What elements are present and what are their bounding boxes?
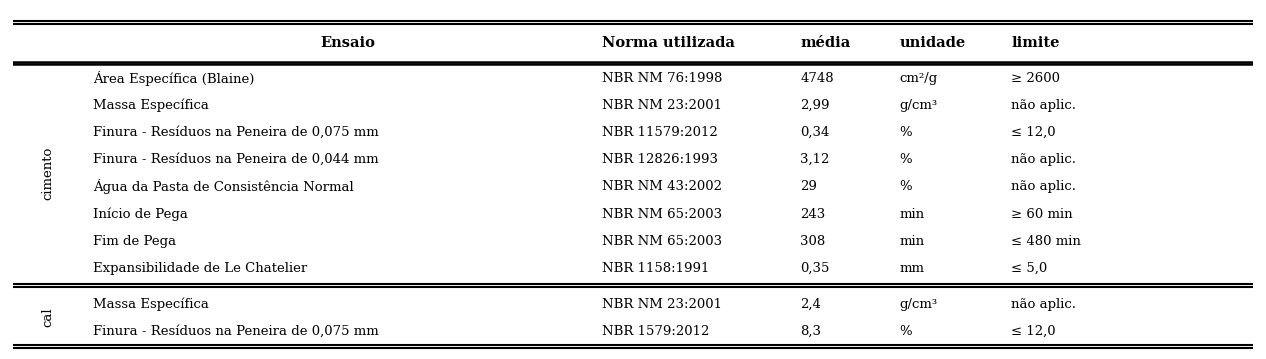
Text: não aplic.: não aplic. (1012, 99, 1076, 112)
Text: %: % (900, 153, 913, 166)
Text: Finura - Resíduos na Peneira de 0,044 mm: Finura - Resíduos na Peneira de 0,044 mm (94, 153, 379, 166)
Text: %: % (900, 180, 913, 194)
Text: NBR NM 65:2003: NBR NM 65:2003 (601, 235, 722, 248)
Text: não aplic.: não aplic. (1012, 180, 1076, 194)
Text: Massa Específica: Massa Específica (94, 98, 209, 112)
Text: Início de Pega: Início de Pega (94, 207, 189, 221)
Text: NBR 12826:1993: NBR 12826:1993 (601, 153, 718, 166)
Text: min: min (900, 235, 925, 248)
Text: g/cm³: g/cm³ (900, 298, 938, 311)
Text: NBR NM 76:1998: NBR NM 76:1998 (601, 71, 723, 85)
Text: 0,35: 0,35 (800, 262, 830, 275)
Text: %: % (900, 126, 913, 139)
Text: 29: 29 (800, 180, 818, 194)
Text: 308: 308 (800, 235, 825, 248)
Text: NBR 11579:2012: NBR 11579:2012 (601, 126, 718, 139)
Text: 2,4: 2,4 (800, 298, 822, 311)
Text: min: min (900, 208, 925, 220)
Text: unidade: unidade (900, 36, 966, 50)
Text: %: % (900, 325, 913, 338)
Text: Expansibilidade de Le Chatelier: Expansibilidade de Le Chatelier (94, 262, 308, 275)
Text: 243: 243 (800, 208, 825, 220)
Text: 4748: 4748 (800, 71, 834, 85)
Text: g/cm³: g/cm³ (900, 99, 938, 112)
Text: Finura - Resíduos na Peneira de 0,075 mm: Finura - Resíduos na Peneira de 0,075 mm (94, 126, 379, 139)
Text: cm²/g: cm²/g (900, 71, 938, 85)
Text: NBR NM 43:2002: NBR NM 43:2002 (601, 180, 722, 194)
Text: Área Específica (Blaine): Área Específica (Blaine) (94, 71, 254, 85)
Text: ≤ 12,0: ≤ 12,0 (1012, 126, 1056, 139)
Text: não aplic.: não aplic. (1012, 153, 1076, 166)
Text: média: média (800, 36, 851, 50)
Text: NBR NM 23:2001: NBR NM 23:2001 (601, 298, 722, 311)
Text: Norma utilizada: Norma utilizada (601, 36, 734, 50)
Text: NBR 1158:1991: NBR 1158:1991 (601, 262, 709, 275)
Text: Fim de Pega: Fim de Pega (94, 235, 176, 248)
Text: NBR NM 65:2003: NBR NM 65:2003 (601, 208, 722, 220)
Text: cal: cal (41, 308, 54, 327)
Text: cimento: cimento (41, 146, 54, 200)
Text: NBR 1579:2012: NBR 1579:2012 (601, 325, 709, 338)
Text: 0,34: 0,34 (800, 126, 830, 139)
Text: ≤ 5,0: ≤ 5,0 (1012, 262, 1048, 275)
Text: ≤ 480 min: ≤ 480 min (1012, 235, 1081, 248)
Text: limite: limite (1012, 36, 1060, 50)
Text: ≥ 60 min: ≥ 60 min (1012, 208, 1074, 220)
Text: Finura - Resíduos na Peneira de 0,075 mm: Finura - Resíduos na Peneira de 0,075 mm (94, 325, 379, 338)
Text: NBR NM 23:2001: NBR NM 23:2001 (601, 99, 722, 112)
Text: Ensaio: Ensaio (320, 36, 375, 50)
Text: mm: mm (900, 262, 924, 275)
Text: 8,3: 8,3 (800, 325, 822, 338)
Text: ≥ 2600: ≥ 2600 (1012, 71, 1061, 85)
Text: 3,12: 3,12 (800, 153, 830, 166)
Text: ≤ 12,0: ≤ 12,0 (1012, 325, 1056, 338)
Text: 2,99: 2,99 (800, 99, 830, 112)
Text: Massa Específica: Massa Específica (94, 297, 209, 311)
Text: não aplic.: não aplic. (1012, 298, 1076, 311)
Text: Água da Pasta de Consistência Normal: Água da Pasta de Consistência Normal (94, 180, 354, 194)
